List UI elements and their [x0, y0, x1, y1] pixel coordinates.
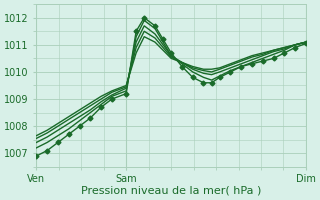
X-axis label: Pression niveau de la mer( hPa ): Pression niveau de la mer( hPa )	[81, 186, 261, 196]
